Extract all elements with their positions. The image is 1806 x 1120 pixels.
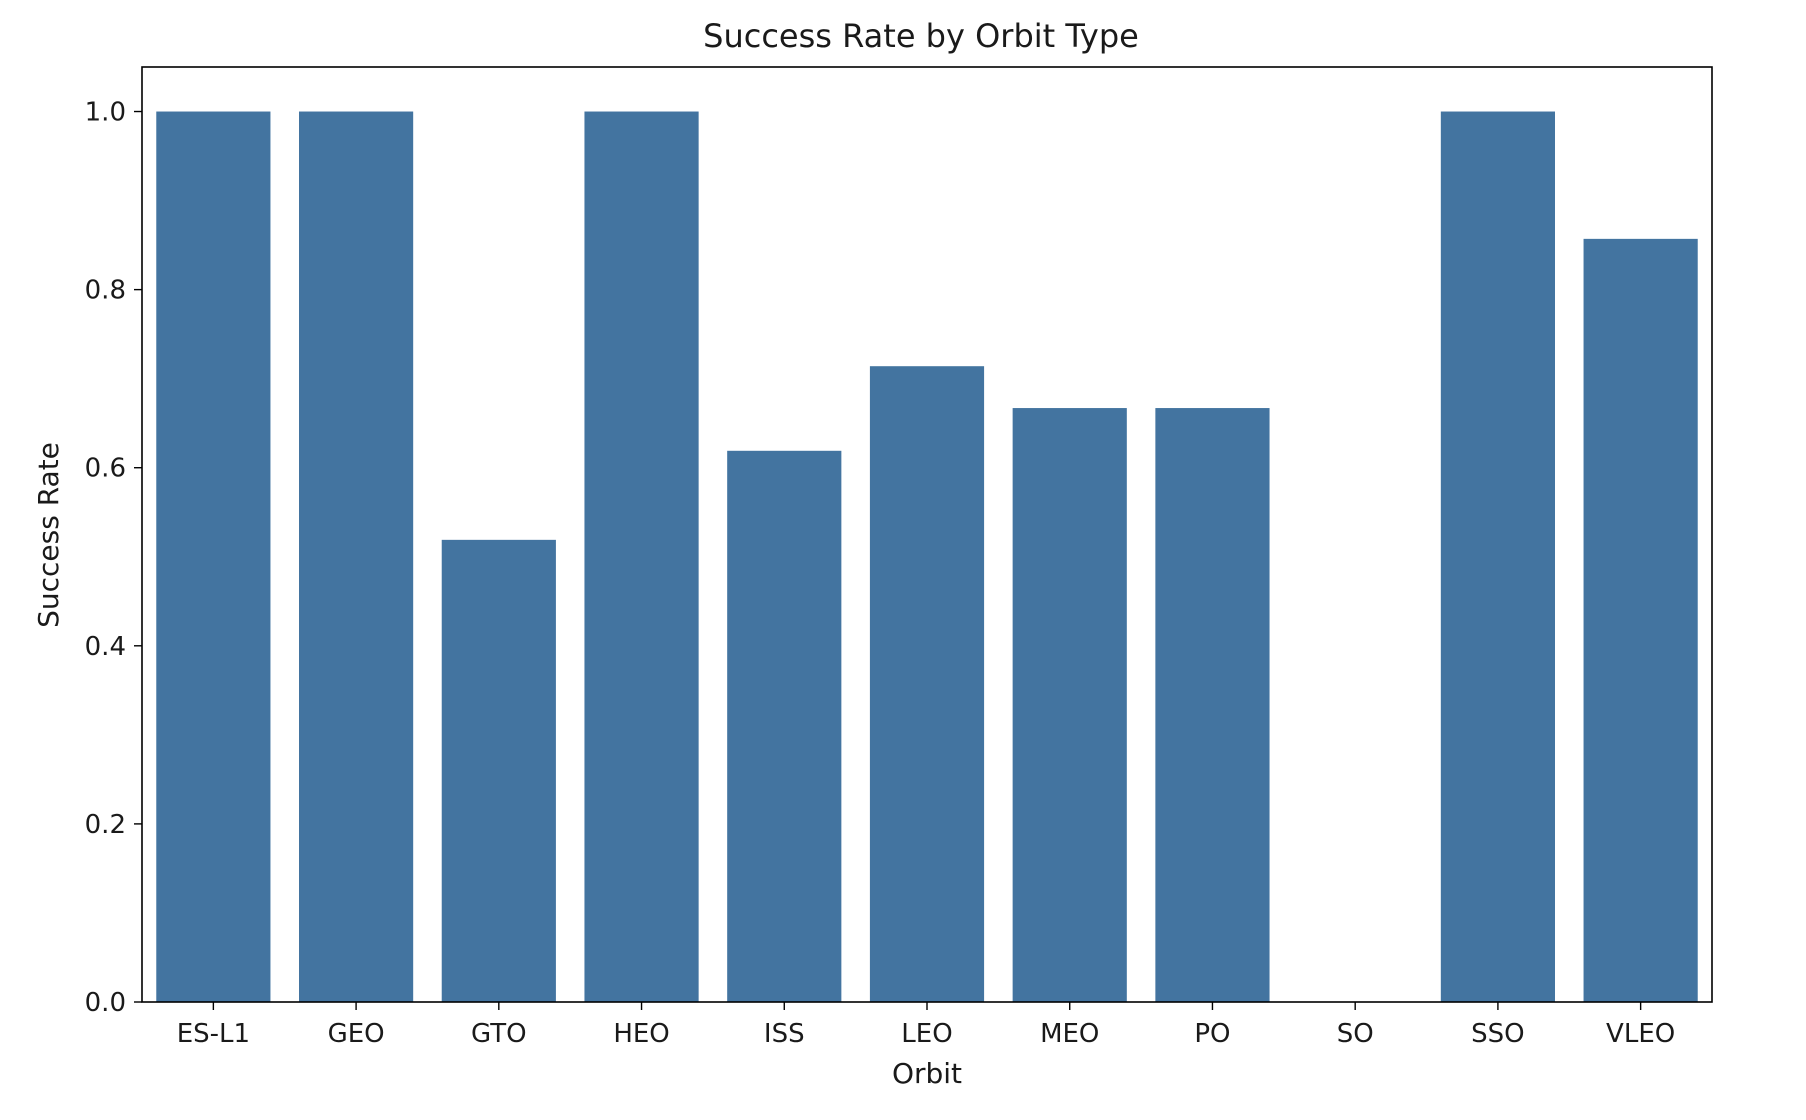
x-axis-label: Orbit: [892, 1057, 962, 1090]
plot-frame: [141, 66, 1713, 1003]
chart-title: Success Rate by Orbit Type: [703, 17, 1139, 55]
x-axis: ES-L1 GEO GTO HEO ISS LEO MEO PO SO SSO VLEO: [177, 1002, 1675, 1049]
y-tick-label: 0.0: [85, 988, 126, 1018]
bar-geo: [299, 111, 414, 1003]
bar-sso: [1440, 111, 1555, 1003]
bars-group: [156, 111, 1698, 1003]
x-tick-label-po: PO: [1194, 1019, 1230, 1049]
bar-po: [1155, 408, 1270, 1002]
x-tick-label-gto: GTO: [471, 1019, 527, 1049]
y-tick-label: 0.6: [85, 454, 126, 484]
y-axis-label: Success Rate: [32, 442, 65, 628]
bar-es-l1: [156, 111, 271, 1003]
y-tick-label: 0.8: [85, 276, 126, 306]
bar-iss: [727, 450, 842, 1002]
x-tick-label-sso: SSO: [1471, 1019, 1524, 1049]
x-tick-label-meo: MEO: [1040, 1019, 1099, 1049]
x-tick-label-vleo: VLEO: [1606, 1019, 1675, 1049]
x-tick-label-iss: ISS: [764, 1019, 805, 1049]
bar-gto: [441, 539, 556, 1002]
x-tick-label-heo: HEO: [613, 1019, 669, 1049]
y-tick-label: 0.2: [85, 810, 126, 840]
bar-heo: [584, 111, 699, 1003]
x-tick-label-es-l1: ES-L1: [177, 1019, 250, 1049]
y-tick-label: 1.0: [85, 98, 126, 128]
x-tick-label-leo: LEO: [901, 1019, 952, 1049]
x-tick-label-so: SO: [1337, 1019, 1374, 1049]
bar-vleo: [1583, 238, 1698, 1002]
bar-meo: [1012, 408, 1127, 1002]
bar-leo: [869, 366, 985, 1002]
x-tick-label-geo: GEO: [328, 1019, 385, 1049]
y-axis: 0.0 0.2 0.4 0.6 0.8 1.0: [85, 98, 142, 1018]
y-tick-label: 0.4: [85, 632, 126, 662]
